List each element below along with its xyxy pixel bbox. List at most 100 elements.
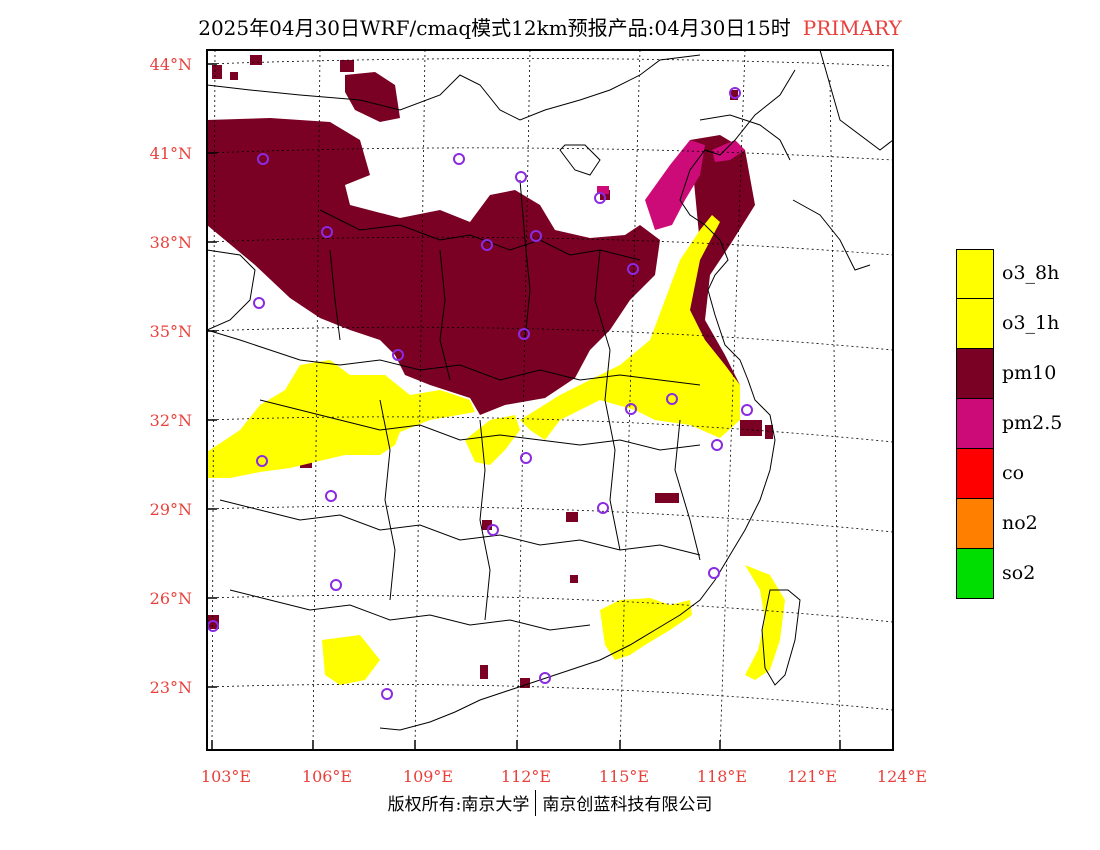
station-marker xyxy=(729,87,741,99)
station-marker xyxy=(487,524,499,536)
lat-label: 38°N xyxy=(150,233,192,252)
station-marker xyxy=(481,239,493,251)
station-marker xyxy=(520,452,532,464)
pm25-liaoning xyxy=(712,140,745,162)
station-marker xyxy=(253,297,265,309)
pm25-regions xyxy=(597,140,745,230)
province-11 xyxy=(674,419,701,561)
legend-label: co xyxy=(1002,462,1025,484)
station-marker xyxy=(518,328,530,340)
lat-label: 26°N xyxy=(150,589,192,608)
lat-ticks xyxy=(207,63,217,688)
legend-item: co xyxy=(956,449,1096,499)
province-4 xyxy=(219,499,701,556)
border-ne xyxy=(819,50,893,151)
station-marker xyxy=(666,393,678,405)
station-marker xyxy=(530,230,542,242)
copyright-left: 版权所有:南京大学 xyxy=(387,795,530,815)
o3-guangdong-north xyxy=(600,598,692,660)
province-7 xyxy=(519,179,531,341)
title-mode: PRIMARY xyxy=(802,16,902,40)
lon-label: 124°E xyxy=(877,767,927,786)
legend-label: no2 xyxy=(1002,512,1038,534)
legend-swatch xyxy=(956,249,994,299)
legend-item: pm2.5 xyxy=(956,399,1096,449)
station-marker xyxy=(627,263,639,275)
lat-label: 23°N xyxy=(150,678,192,697)
legend-item: o3_8h xyxy=(956,249,1096,299)
station-marker xyxy=(321,226,333,238)
province-12 xyxy=(329,249,341,341)
pm25-beijing-tianjin xyxy=(645,140,705,230)
lat-label: 44°N xyxy=(150,55,192,74)
station-marker xyxy=(597,502,609,514)
province-13 xyxy=(559,144,601,176)
province-14 xyxy=(207,249,256,331)
legend-label: o3_1h xyxy=(1002,312,1060,334)
o3-sichuan-chongqing xyxy=(207,360,475,478)
station-marker xyxy=(453,153,465,165)
map-frame xyxy=(206,49,894,751)
o3-guangdong-south xyxy=(322,635,380,685)
lat-label: 41°N xyxy=(150,144,192,163)
taiwan-outline xyxy=(761,589,801,686)
station-marker xyxy=(392,349,404,361)
lat-label: 29°N xyxy=(150,500,192,519)
footer-divider xyxy=(535,790,537,816)
station-marker xyxy=(539,672,551,684)
province-5 xyxy=(229,589,591,631)
station-marker xyxy=(741,404,753,416)
station-marker xyxy=(381,688,393,700)
legend-swatch xyxy=(956,299,994,349)
station-marker xyxy=(330,579,342,591)
legend-item: o3_1h xyxy=(956,299,1096,349)
station-marker xyxy=(594,192,606,204)
pm10-east-coast xyxy=(685,135,755,390)
lat-labels: 44°N 41°N 38°N 35°N 32°N 29°N 26°N 23°N xyxy=(150,55,192,697)
lon-label: 112°E xyxy=(501,767,551,786)
legend-swatch xyxy=(956,449,994,499)
legend-swatch xyxy=(956,349,994,399)
legend-label: so2 xyxy=(1002,562,1036,584)
lon-label: 115°E xyxy=(599,767,649,786)
map-title: 2025年04月30日WRF/cmaq模式12km预报产品:04月30日15时 P… xyxy=(0,12,1100,41)
copyright-footer: 版权所有:南京大学 南京创蓝科技有限公司 xyxy=(0,790,1100,816)
province-9 xyxy=(379,399,396,601)
o3-taiwan xyxy=(745,565,785,680)
province-3 xyxy=(259,399,701,451)
legend-label: o3_8h xyxy=(1002,262,1060,284)
korea xyxy=(792,199,871,271)
legend-label: pm2.5 xyxy=(1002,412,1063,434)
lat-label: 32°N xyxy=(150,411,192,430)
station-marker xyxy=(515,171,527,183)
lon-label: 103°E xyxy=(201,767,251,786)
o3-central-east xyxy=(520,215,740,440)
station-marker xyxy=(625,403,637,415)
station-marker xyxy=(256,455,268,467)
lon-label: 118°E xyxy=(697,767,747,786)
station-marker xyxy=(711,439,723,451)
title-main: 2025年04月30日WRF/cmaq模式12km预报产品:04月30日15时 xyxy=(198,16,791,40)
lon-ticks xyxy=(211,740,841,750)
pm10-regions xyxy=(207,55,773,688)
lon-label: 109°E xyxy=(403,767,453,786)
station-marker xyxy=(325,490,337,502)
legend-item: pm10 xyxy=(956,349,1096,399)
legend-swatch xyxy=(956,499,994,549)
legend-label: pm10 xyxy=(1002,362,1057,384)
pm10-north-main xyxy=(207,118,660,415)
station-marker xyxy=(257,153,269,165)
lon-label: 106°E xyxy=(302,767,352,786)
copyright-right: 南京创蓝科技有限公司 xyxy=(542,795,713,815)
station-marker xyxy=(708,567,720,579)
legend-item: so2 xyxy=(956,549,1096,599)
lat-label: 35°N xyxy=(150,322,192,341)
lon-labels: 103°E 106°E 109°E 112°E 115°E 118°E 121°… xyxy=(201,767,927,786)
province-6 xyxy=(439,249,451,381)
o3-hubei xyxy=(465,415,520,465)
pm10-north-top xyxy=(345,72,400,122)
legend-swatch xyxy=(956,549,994,599)
pollutant-legend: o3_8h o3_1h pm10 pm2.5 co no2 so2 xyxy=(956,249,1096,599)
o3-regions xyxy=(207,215,785,685)
